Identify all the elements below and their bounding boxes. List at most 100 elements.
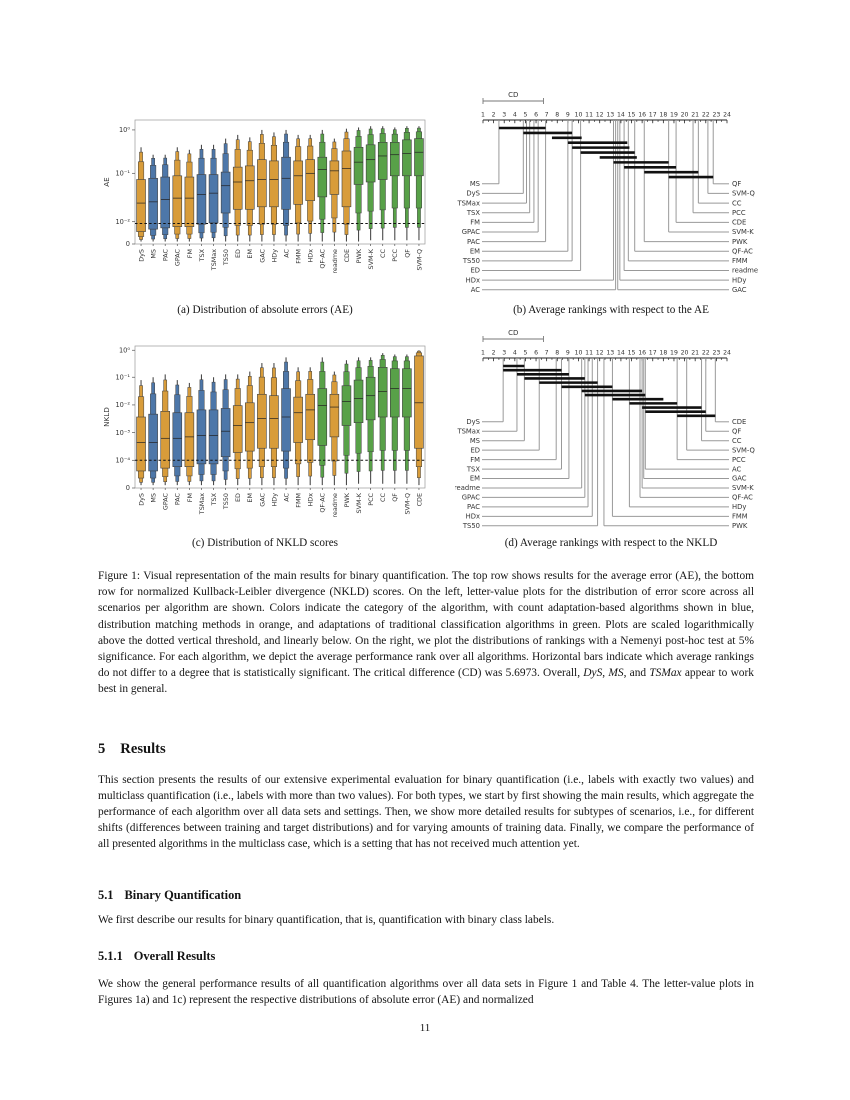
y-tick-label: 10⁻⁴ <box>115 457 130 465</box>
x-tick-label: GAC <box>258 248 266 262</box>
x-tick-label: AC <box>282 492 290 501</box>
y-tick-label: 10⁻² <box>115 218 130 226</box>
letter-value-box-AC <box>281 357 291 486</box>
cd-right-algorithm-label: SVM-Q <box>732 446 755 454</box>
rank-axis-number: 11 <box>585 350 593 357</box>
letter-value-box-PAC <box>160 154 170 242</box>
x-tick-label: TSMax <box>210 249 218 271</box>
cd-right-algorithm-label: SVM-Q <box>732 190 755 198</box>
cd-left-algorithm-label: HDx <box>466 513 480 521</box>
letter-value-box-FM <box>184 149 195 242</box>
x-tick-label: ED <box>234 249 242 258</box>
cd-left-algorithm-label: TS50 <box>462 257 480 265</box>
x-tick-label: TS50 <box>222 249 230 266</box>
figure-1b-cd-diagram: CD1 2 3 4 5 6 7 8 9 10 11 12 13 14 15 16 17 18 19 20 21 22 23 2… <box>456 91 758 294</box>
cd-left-algorithm-label: readme <box>455 484 480 492</box>
letter-value-box-CDE <box>341 128 352 242</box>
y-tick-label: 10⁻² <box>115 401 130 409</box>
y-axis-label: AE <box>102 177 111 187</box>
cd-left-algorithm-label: DyS <box>466 418 480 426</box>
letter-value-box-GPAC <box>172 147 183 242</box>
letter-value-box-DyS <box>136 380 146 486</box>
rank-axis-number: 1 <box>481 112 485 119</box>
rank-axis-number: 19 <box>670 112 678 119</box>
cd-left-algorithm-label: TS50 <box>462 522 480 530</box>
cd-left-algorithm-label: TSX <box>466 465 480 473</box>
letter-value-box-FM <box>184 382 195 486</box>
x-tick-label: CC <box>379 248 387 257</box>
cd-left-algorithm-label: PAC <box>467 238 480 246</box>
rank-axis-number: 12 <box>596 350 604 357</box>
x-tick-label: SVM-Q <box>415 249 423 271</box>
rank-axis-number: 18 <box>659 350 667 357</box>
letter-value-box-TS50 <box>220 374 231 486</box>
x-tick-label: PWK <box>343 492 351 507</box>
section-5-title: Results <box>120 741 166 757</box>
section-5-number: 5 <box>98 741 106 757</box>
subcaption-c: (c) Distribution of NKLD scores <box>191 537 339 549</box>
letter-value-box-EM <box>245 371 255 486</box>
section-5-1-1-title: Overall Results <box>133 949 216 963</box>
section-5-1-heading: 5.1 Binary Quantification <box>98 888 241 903</box>
cd-right-algorithm-label: SVM-K <box>732 228 754 236</box>
letter-value-box-SVM-Q <box>402 354 412 484</box>
figure-1d-cd-diagram: CD1 2 3 4 5 6 7 8 9 10 11 12 13 14 15 16 17 18 19 20 21 22 23 2… <box>455 329 755 530</box>
x-tick-label: QF <box>403 249 411 258</box>
cd-right-algorithm-label: HDy <box>732 503 746 511</box>
x-tick-label: DyS <box>137 493 145 506</box>
x-tick-label: readme <box>331 493 339 518</box>
cd-right-algorithm-label: HDy <box>732 276 746 284</box>
cd-right-algorithm-label: CC <box>732 199 742 207</box>
rank-axis-number: 5 <box>523 350 527 357</box>
x-tick-label: MS <box>150 493 158 503</box>
letter-value-box-TS50 <box>220 138 231 242</box>
y-tick-label: 10⁰ <box>119 126 130 134</box>
rank-axis-number: 9 <box>566 350 570 357</box>
cd-right-algorithm-label: PCC <box>732 456 746 464</box>
cd-left-algorithm-label: DyS <box>466 190 480 198</box>
cd-right-algorithm-label: GAC <box>732 475 747 483</box>
letter-value-box-PAC <box>172 380 183 486</box>
cd-left-algorithm-label: FM <box>470 456 480 464</box>
x-tick-label: FM <box>186 249 194 258</box>
rank-axis-number: 24 <box>723 350 731 357</box>
x-tick-label: AC <box>282 248 290 257</box>
section-5-1-paragraph: We first describe our results for binary… <box>98 914 555 926</box>
cd-left-algorithm-label: TSMax <box>456 427 480 435</box>
rank-axis-number: 16 <box>638 112 646 119</box>
x-tick-label: TSX <box>210 492 218 506</box>
letter-value-box-readme <box>329 371 340 486</box>
letter-value-box-HDy <box>269 363 279 486</box>
x-tick-label: SVM-K <box>367 248 375 269</box>
x-tick-label: HDx <box>307 493 315 507</box>
section-5-heading: 5 Results <box>98 741 166 758</box>
cd-left-algorithm-label: FM <box>470 219 480 227</box>
x-tick-label: FMM <box>295 249 303 264</box>
subcaption-a: (a) Distribution of absolute errors (AE) <box>177 304 353 316</box>
y-tick-label: 0 <box>126 240 130 248</box>
letter-value-box-SVM-Q <box>414 126 424 241</box>
caption-italic-algorithm: DyS <box>583 667 603 680</box>
cd-left-algorithm-label: TSMax <box>456 199 480 207</box>
letter-value-box-ED <box>232 374 243 486</box>
section-5-1-1-paragraph: We show the general performance results … <box>98 978 754 1006</box>
rank-axis-number: 3 <box>502 112 506 119</box>
cd-label: CD <box>508 329 518 337</box>
section-5-1-1-heading: 5.1.1 Overall Results <box>98 949 215 964</box>
x-tick-label: HDy <box>270 493 278 507</box>
rank-axis-number: 2 <box>492 350 496 357</box>
letter-value-box-HDx <box>305 367 315 486</box>
rank-axis-number: 15 <box>628 112 636 119</box>
cd-left-algorithm-label: TSX <box>466 209 480 217</box>
letter-value-box-QF <box>402 126 412 241</box>
rank-axis-number: 4 <box>513 350 517 357</box>
letter-value-box-AC <box>281 129 291 242</box>
rank-axis-number: 5 <box>523 112 527 119</box>
letter-value-box-CC <box>377 126 388 241</box>
rank-axis-number: 2 <box>492 112 496 119</box>
cd-right-algorithm-label: QF <box>732 180 741 188</box>
rank-axis-number: 14 <box>617 350 625 357</box>
cd-right-algorithm-label: FMM <box>732 257 748 265</box>
letter-value-box-CC <box>377 353 388 484</box>
